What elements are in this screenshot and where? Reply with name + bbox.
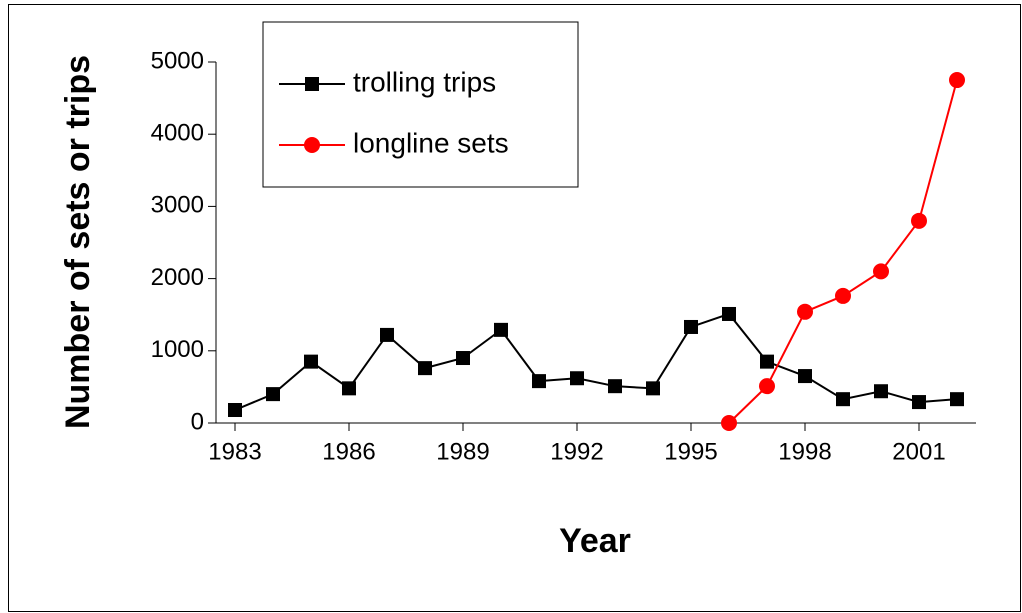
marker	[418, 361, 432, 376]
series-line	[728, 79, 958, 424]
y-tick-label: 2000	[151, 264, 204, 291]
marker	[836, 392, 850, 407]
marker	[494, 322, 508, 337]
x-tick-label: 1995	[664, 438, 717, 465]
marker	[874, 384, 888, 399]
marker	[873, 263, 889, 280]
marker	[684, 319, 698, 334]
y-tick-label: 3000	[151, 192, 204, 219]
marker	[950, 392, 964, 407]
marker	[608, 379, 622, 394]
legend	[262, 21, 579, 188]
marker	[266, 387, 280, 402]
marker	[342, 381, 356, 396]
marker	[760, 354, 774, 369]
x-tick-label: 1983	[208, 438, 261, 465]
marker	[797, 303, 813, 320]
x-tick-label: 1986	[322, 438, 375, 465]
legend-marker	[304, 137, 320, 153]
marker	[646, 381, 660, 396]
legend-label: trolling trips	[353, 66, 496, 97]
y-tick-label: 0	[191, 408, 204, 435]
y-tick-label: 4000	[151, 120, 204, 147]
marker	[912, 395, 926, 410]
y-tick-label: 1000	[151, 336, 204, 363]
marker	[949, 72, 965, 89]
x-axis-title: Year	[559, 522, 631, 560]
marker	[722, 306, 736, 321]
marker	[911, 212, 927, 229]
marker	[532, 374, 546, 389]
y-tick-label: 5000	[151, 47, 204, 74]
marker	[835, 287, 851, 304]
marker	[759, 378, 775, 395]
x-tick-label: 1989	[436, 438, 489, 465]
x-tick-label: 1998	[778, 438, 831, 465]
marker	[380, 327, 394, 342]
marker	[798, 369, 812, 384]
legend-label: longline sets	[353, 127, 509, 158]
x-tick-label: 2001	[892, 438, 945, 465]
frame	[8, 4, 1021, 612]
legend-marker	[305, 77, 319, 91]
x-tick-label: 1992	[550, 438, 603, 465]
marker	[456, 351, 470, 366]
y-axis-title: Number of sets or trips	[59, 55, 97, 429]
marker	[304, 354, 318, 369]
marker	[570, 371, 584, 386]
marker	[721, 415, 737, 431]
marker	[228, 403, 242, 418]
